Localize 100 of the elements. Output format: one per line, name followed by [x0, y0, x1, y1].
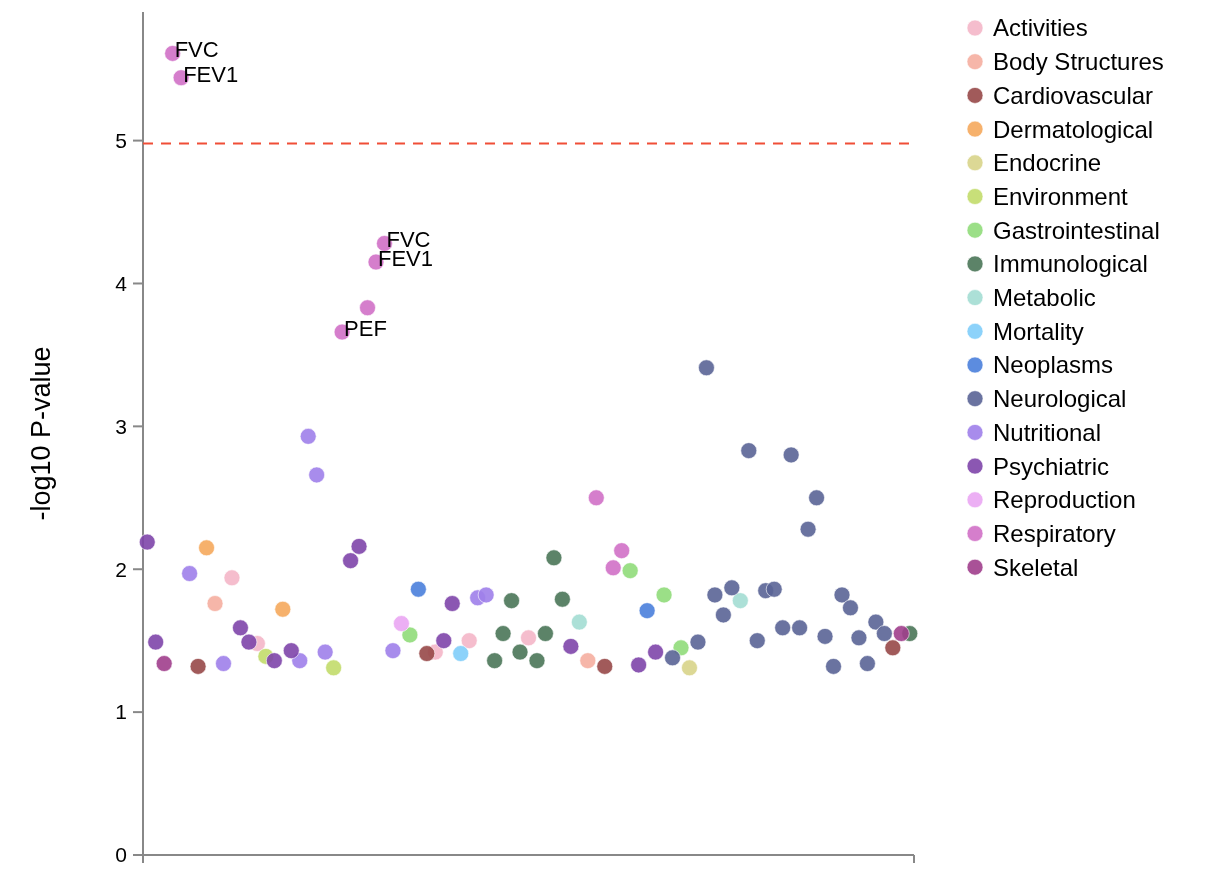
- point: [223, 569, 241, 587]
- point: [359, 299, 376, 317]
- point: [393, 615, 410, 632]
- point: [503, 592, 520, 609]
- legend-label: Metabolic: [993, 284, 1096, 311]
- point: [325, 659, 342, 677]
- point: [342, 552, 359, 569]
- point: [410, 580, 427, 598]
- legend-label: Cardiovascular: [993, 81, 1154, 109]
- y-tick-label: 0: [115, 843, 127, 867]
- point: [884, 639, 902, 657]
- point: [774, 619, 791, 637]
- point: [562, 638, 580, 655]
- legend-label: Environment: [993, 182, 1129, 210]
- point: [299, 428, 317, 445]
- point: [706, 586, 724, 604]
- legend-label: Neoplasms: [993, 351, 1114, 379]
- point: [486, 652, 503, 669]
- point: [274, 600, 292, 618]
- point: [833, 586, 851, 604]
- point: [782, 446, 800, 464]
- y-tick-label: 4: [115, 271, 128, 295]
- point: [892, 625, 910, 642]
- point: [511, 643, 529, 661]
- point: [808, 489, 825, 507]
- y-axis-title: -log10 P-value: [26, 346, 56, 521]
- data-label: FEV1: [377, 246, 434, 272]
- y-tick-label: 1: [115, 700, 127, 724]
- data-label: FEV1: [183, 61, 239, 87]
- point: [647, 643, 664, 661]
- point: [791, 619, 808, 637]
- point: [604, 559, 622, 577]
- point: [732, 592, 749, 609]
- legend-label: Psychiatric: [993, 452, 1110, 480]
- y-tick-label: 2: [115, 557, 127, 581]
- data-label: PEF: [344, 316, 387, 342]
- point: [282, 642, 300, 659]
- point: [189, 658, 207, 675]
- point: [401, 626, 419, 644]
- legend-label: Neurological: [993, 385, 1127, 413]
- point: [443, 595, 461, 612]
- point: [638, 602, 656, 619]
- point: [613, 542, 630, 559]
- legend-label: Reproduction: [993, 486, 1136, 514]
- point: [435, 632, 453, 649]
- legend-label: Gastrointestinal: [993, 216, 1160, 244]
- y-tick-label: 5: [115, 128, 127, 152]
- legend-label: Activities: [993, 14, 1088, 42]
- point: [545, 549, 563, 567]
- legend-label: Mortality: [993, 317, 1084, 345]
- point: [867, 613, 885, 631]
- point: [181, 565, 198, 582]
- point: [554, 590, 571, 608]
- point: [799, 520, 817, 538]
- point: [452, 645, 470, 662]
- point: [291, 652, 309, 669]
- legend-label: Immunological: [993, 250, 1148, 278]
- point: [138, 533, 156, 551]
- point: [240, 633, 258, 651]
- legend-label: Body Structures: [993, 48, 1164, 76]
- point: [232, 619, 249, 637]
- point: [689, 633, 707, 651]
- point: [206, 595, 224, 612]
- point: [681, 659, 698, 677]
- legend-label: Endocrine: [993, 149, 1102, 177]
- point: [571, 613, 588, 631]
- point: [842, 599, 859, 617]
- point: [876, 625, 893, 642]
- point: [494, 625, 512, 642]
- point: [748, 632, 766, 649]
- legend-label: Skeletal: [993, 553, 1079, 581]
- legend-label: Respiratory: [993, 519, 1116, 547]
- point: [147, 633, 165, 651]
- point: [850, 629, 868, 647]
- point: [664, 649, 681, 667]
- point: [825, 658, 842, 675]
- point: [528, 652, 546, 669]
- y-tick-label: 3: [115, 414, 127, 438]
- data-label: FVC: [174, 37, 219, 63]
- point: [418, 645, 436, 662]
- point: [266, 652, 283, 669]
- point: [579, 652, 597, 669]
- point: [587, 489, 605, 507]
- point: [655, 586, 673, 604]
- point: [715, 606, 732, 624]
- point: [740, 442, 758, 459]
- point: [630, 656, 647, 674]
- point: [537, 625, 554, 642]
- point: [621, 562, 639, 579]
- point: [215, 655, 232, 672]
- point: [155, 655, 173, 672]
- point: [308, 466, 325, 484]
- point: [198, 539, 215, 557]
- point: [698, 359, 715, 377]
- point: [316, 643, 334, 661]
- point: [384, 642, 402, 659]
- point: [859, 655, 876, 672]
- point: [723, 579, 741, 597]
- point: [477, 586, 495, 604]
- legend-label: Dermatological: [993, 115, 1154, 143]
